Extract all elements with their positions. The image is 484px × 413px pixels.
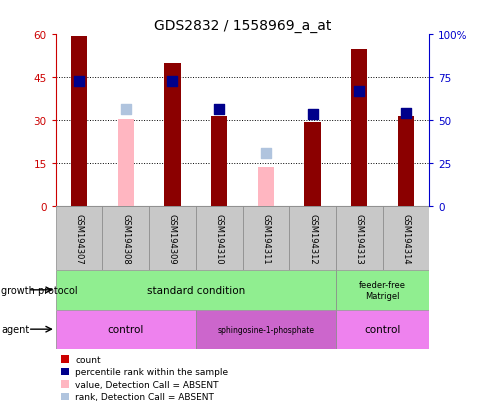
Text: control: control: [363, 324, 400, 335]
Point: [215, 106, 223, 113]
Text: GSM194307: GSM194307: [75, 213, 83, 264]
Text: rank, Detection Call = ABSENT: rank, Detection Call = ABSENT: [75, 392, 213, 401]
Bar: [382, 206, 428, 271]
Bar: [118, 119, 134, 206]
Bar: [56, 310, 196, 349]
Point: [308, 112, 316, 119]
Text: count: count: [75, 355, 101, 364]
Text: agent: agent: [1, 325, 29, 335]
Text: growth protocol: growth protocol: [1, 285, 77, 295]
Text: GSM194314: GSM194314: [401, 213, 409, 264]
Point: [168, 79, 176, 85]
Bar: [211, 116, 227, 206]
Bar: [56, 271, 335, 310]
Bar: [71, 36, 87, 206]
Text: GSM194309: GSM194309: [167, 213, 177, 264]
Bar: [288, 206, 335, 271]
Text: standard condition: standard condition: [146, 285, 244, 295]
Text: GSM194308: GSM194308: [121, 213, 130, 264]
Text: percentile rank within the sample: percentile rank within the sample: [75, 367, 228, 376]
Text: sphingosine-1-phosphate: sphingosine-1-phosphate: [217, 325, 314, 334]
Point: [401, 110, 409, 117]
Bar: [335, 271, 428, 310]
Bar: [350, 50, 366, 206]
Text: value, Detection Call = ABSENT: value, Detection Call = ABSENT: [75, 380, 218, 389]
Point: [121, 106, 129, 113]
Text: GSM194310: GSM194310: [214, 213, 223, 264]
Bar: [196, 206, 242, 271]
Text: control: control: [107, 324, 144, 335]
Bar: [149, 206, 196, 271]
Bar: [164, 64, 180, 206]
Text: GSM194312: GSM194312: [307, 213, 317, 264]
Bar: [304, 122, 320, 206]
Title: GDS2832 / 1558969_a_at: GDS2832 / 1558969_a_at: [153, 19, 331, 33]
Point: [355, 89, 363, 95]
Bar: [102, 206, 149, 271]
Bar: [397, 116, 413, 206]
Text: GSM194313: GSM194313: [354, 213, 363, 264]
Text: GSM194311: GSM194311: [261, 213, 270, 264]
Point: [75, 79, 83, 85]
Bar: [196, 310, 335, 349]
Text: feeder-free
Matrigel: feeder-free Matrigel: [358, 280, 405, 300]
Bar: [335, 310, 428, 349]
Point: [261, 150, 269, 157]
Bar: [335, 206, 382, 271]
Bar: [257, 168, 273, 206]
Bar: [56, 206, 102, 271]
Bar: [242, 206, 288, 271]
